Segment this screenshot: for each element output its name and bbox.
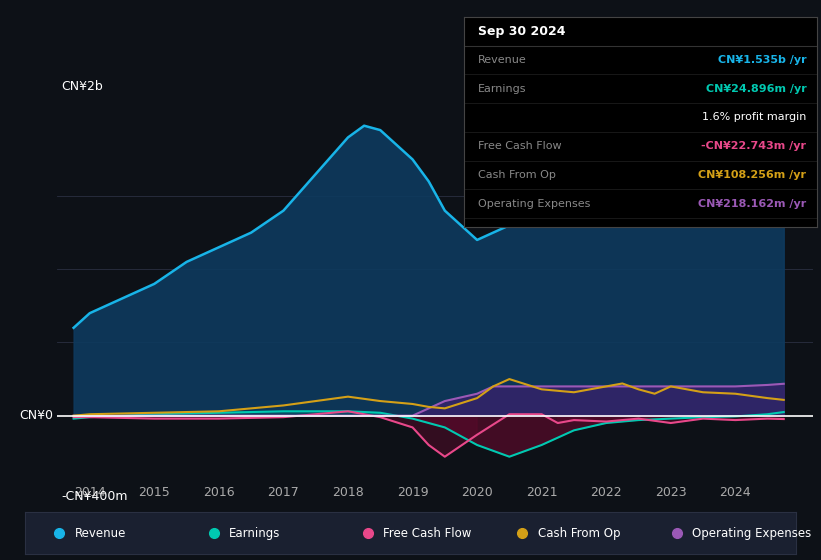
Text: Cash From Op: Cash From Op	[538, 527, 621, 540]
Text: Free Cash Flow: Free Cash Flow	[478, 141, 562, 151]
Text: Sep 30 2024: Sep 30 2024	[478, 25, 566, 38]
Text: CN¥108.256m /yr: CN¥108.256m /yr	[699, 170, 806, 180]
Text: CN¥2b: CN¥2b	[62, 80, 103, 93]
Text: -CN¥22.743m /yr: -CN¥22.743m /yr	[701, 141, 806, 151]
Text: CN¥0: CN¥0	[20, 409, 53, 422]
Text: Operating Expenses: Operating Expenses	[478, 199, 590, 209]
Text: CN¥24.896m /yr: CN¥24.896m /yr	[705, 83, 806, 94]
Text: -CN¥400m: -CN¥400m	[62, 489, 128, 502]
Text: 1.6% profit margin: 1.6% profit margin	[702, 113, 806, 123]
Text: Earnings: Earnings	[478, 83, 526, 94]
Text: Cash From Op: Cash From Op	[478, 170, 556, 180]
Text: Free Cash Flow: Free Cash Flow	[383, 527, 472, 540]
Text: Earnings: Earnings	[229, 527, 281, 540]
Text: Operating Expenses: Operating Expenses	[692, 527, 811, 540]
Text: Revenue: Revenue	[478, 55, 527, 65]
Text: CN¥218.162m /yr: CN¥218.162m /yr	[698, 199, 806, 209]
Text: CN¥1.535b /yr: CN¥1.535b /yr	[718, 55, 806, 65]
Text: Revenue: Revenue	[75, 527, 126, 540]
